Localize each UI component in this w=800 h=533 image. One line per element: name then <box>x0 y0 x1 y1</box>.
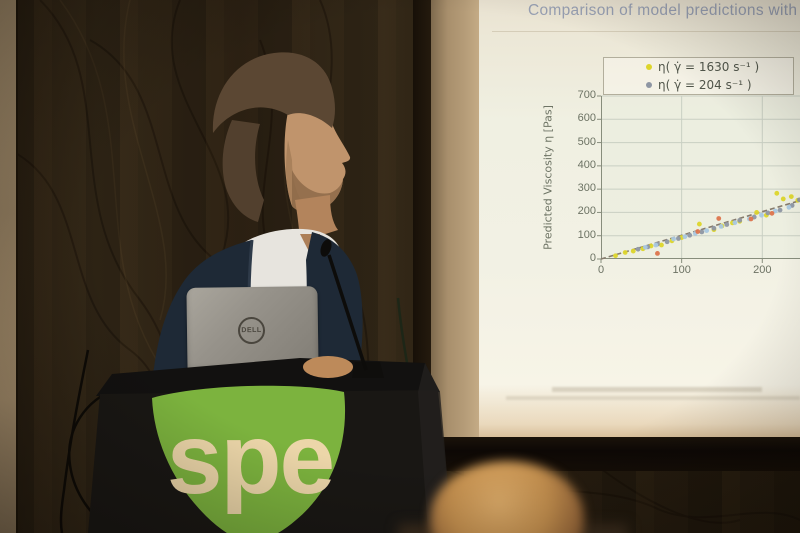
x-tick-label: 100 <box>672 264 691 276</box>
legend-dot-gray <box>646 82 652 88</box>
slide-title-divider <box>492 31 800 32</box>
scatter-plot-svg <box>597 95 800 263</box>
y-tick-label: 0 <box>589 252 596 264</box>
x-axis-tick-labels: 0 100 200 <box>597 264 772 276</box>
microphone-arm <box>327 254 368 371</box>
legend-label: η( γ̇ = 1630 s⁻¹ ) <box>658 60 760 74</box>
legend-row: η( γ̇ = 204 s⁻¹ ) <box>646 77 793 94</box>
y-tick-label: 400 <box>577 158 596 171</box>
y-axis-tick-labels: 0 100 200 300 400 500 600 700 <box>552 0 596 300</box>
y-tick-label: 200 <box>577 205 596 218</box>
presenter-hair-back <box>222 120 264 222</box>
legend-row: η( γ̇ = 1630 s⁻¹ ) <box>646 59 793 76</box>
y-tick-label: 700 <box>577 89 596 101</box>
microphone-head <box>320 239 332 257</box>
y-tick-label: 600 <box>577 112 596 125</box>
microphone-base <box>352 362 384 378</box>
wall-edge-strip <box>0 0 18 533</box>
x-tick-label: 0 <box>597 264 605 276</box>
slide-title: Comparison of model predictions with <box>528 2 798 19</box>
y-tick-label: 500 <box>577 135 596 148</box>
y-tick-label: 100 <box>577 228 596 241</box>
blurred-footer-text <box>552 387 762 392</box>
spe-logo-shield <box>152 385 345 533</box>
chart-legend: η( γ̇ = 1630 s⁻¹ ) η( γ̇ = 204 s⁻¹ ) <box>603 57 794 95</box>
screen-left-edge <box>431 0 479 437</box>
legend-dot-yellow <box>646 64 652 70</box>
x-tick-label: 200 <box>753 264 772 276</box>
presenter-hair <box>212 52 335 133</box>
blurred-footer-text <box>506 396 800 400</box>
spe-logo-text: spe <box>167 403 333 515</box>
legend-label: η( γ̇ = 204 s⁻¹ ) <box>658 78 752 92</box>
y-tick-label: 300 <box>577 182 596 195</box>
presenter-hand <box>303 356 353 378</box>
screen-shadow-gap <box>413 0 431 437</box>
